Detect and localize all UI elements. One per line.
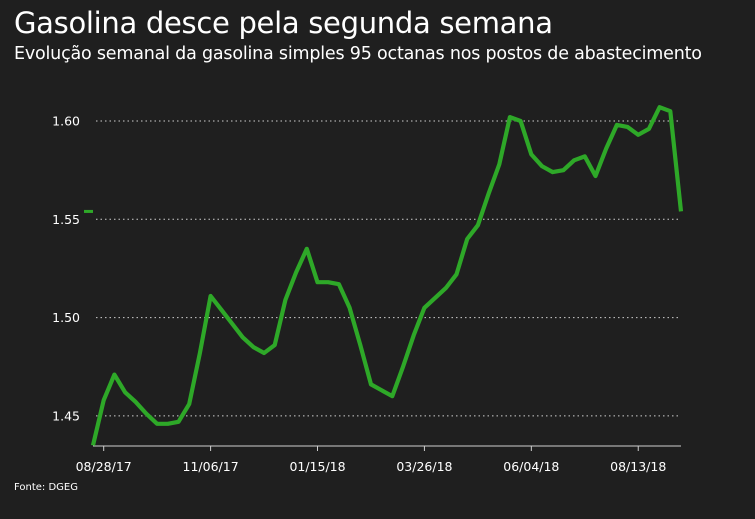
x-tick-label: 03/26/18 (396, 459, 452, 474)
series-group (90, 105, 684, 446)
y-tick-label: 1.60 (52, 114, 80, 129)
y-tick-label: 1.50 (52, 310, 80, 325)
chart-subtitle: Evolução semanal da gasolina simples 95 … (14, 44, 702, 64)
series-line (90, 105, 684, 446)
source-note: Fonte: DGEG (14, 482, 78, 493)
y-tick-label: 1.55 (52, 212, 80, 227)
x-tick-label: 08/13/18 (610, 459, 666, 474)
x-axis: 08/28/17 11/06/17 01/15/18 03/26/18 06/04/18… (76, 445, 681, 474)
x-tick-label: 01/15/18 (289, 459, 345, 474)
chart-title: Gasolina desce pela segunda semana (14, 6, 553, 40)
x-tick-label: 06/04/18 (503, 459, 559, 474)
x-tick-label: 08/28/17 (76, 459, 132, 474)
y-tick-label: 1.45 (52, 408, 80, 423)
grid-lines (96, 120, 681, 417)
x-tick-label: 11/06/17 (183, 459, 239, 474)
y-axis: 1.45 1.50 1.55 1.60 (52, 114, 93, 423)
